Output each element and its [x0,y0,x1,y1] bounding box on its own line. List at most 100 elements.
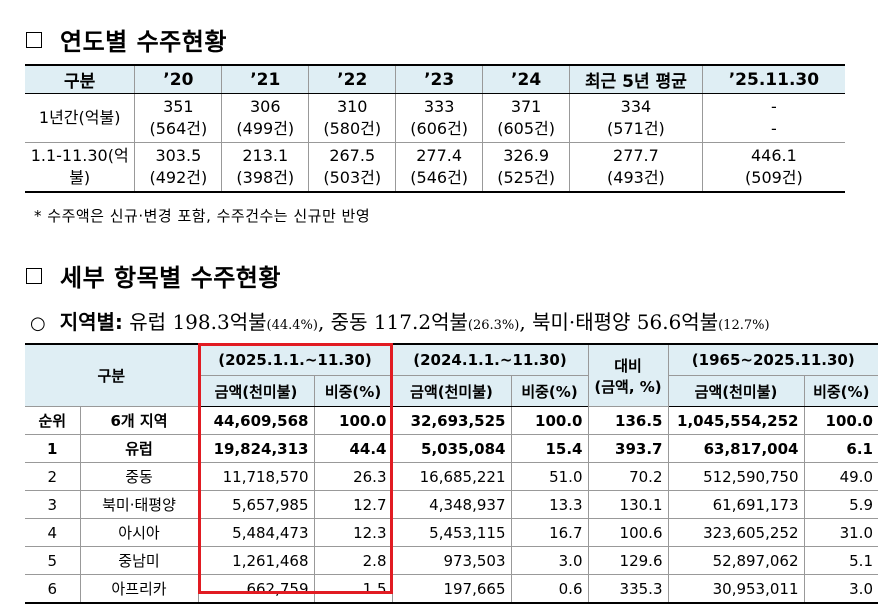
cell-count: (503건) [323,168,382,187]
table-cell: 351 (564건) [134,93,222,143]
cell-region: 중동 [79,462,198,491]
cell-amount-cumulative: 63,817,004 [667,434,804,463]
cell-region: 6개 지역 [79,406,198,435]
header-cell: ’24 [482,64,570,94]
cell-amount-cumulative: 323,605,252 [667,518,804,547]
cell-share-cumulative: 100.0 [803,406,878,435]
header-share: 비중(%) [313,375,392,407]
table-row: 4 아시아 5,484,473 12.3 5,453,115 16.7 100.6 323,6… [25,518,878,547]
cell-compare: 130.1 [587,490,668,519]
cell-count: (525건) [497,168,555,187]
separator: , [317,310,331,334]
header-compare-label: 대비 [614,356,642,375]
cell-share-cumulative: 5.1 [803,546,878,575]
cell-share-2024: 51.0 [510,462,588,491]
cell-amount-2025: 11,718,570 [197,462,314,491]
cell-share-2025: 12.7 [313,490,392,519]
cell-share-2025: 1.5 [313,574,392,604]
region-item-name: 북미·태평양 56.6억불 [532,310,719,334]
table-cell: 306 (499건) [221,93,309,143]
circle-bullet-icon: ○ [30,313,46,334]
table-row: 3 북미·태평양 5,657,985 12.7 4,348,937 13.3 130.1 61… [25,490,878,519]
cell-rank: 1 [25,434,80,463]
table-header-row: 구분 ’20 ’21 ’22 ’23 ’24 최근 5년 평균 ’25.11.3… [25,64,845,94]
cell-count: (606건) [410,119,469,138]
region-item-pct: (26.3%) [467,318,520,333]
table-row: 순위 6개 지역 44,609,568 100.0 32,693,525 100.0 136… [25,406,878,435]
section-title-text: 세부 항목별 수주현황 [60,264,281,292]
cell-amount: 333 [423,97,455,116]
table-row: 2 중동 11,718,570 26.3 16,685,221 51.0 70.2 512,5… [25,462,878,491]
header-period-2025: (2025.1.1.~11.30) [197,343,392,376]
region-item-name: 중동 117.2억불 [330,310,468,334]
header-period-cumulative: (1965~2025.11.30) [667,343,878,376]
cell-rank: 순위 [25,406,80,435]
region-orders-table: 구분 (2025.1.1.~11.30) (2024.1.1.~11.30) 대… [25,343,878,604]
cell-amount: 371 [510,97,542,116]
cell-share-2025: 26.3 [313,462,392,491]
row-label: 1년간(억불) [25,93,135,143]
header-compare-unit: (금액, %) [594,377,662,396]
cell-amount-cumulative: 512,590,750 [667,462,804,491]
cell-count: (564건) [149,119,208,138]
cell-amount-2024: 4,348,937 [391,490,511,519]
checkbox-square-icon [26,31,42,48]
cell-count: (493건) [607,168,665,187]
header-period-2024: (2024.1.1.~11.30) [391,343,588,376]
table-row: 5 중남미 1,261,468 2.8 973,503 3.0 129.6 52,897,06… [25,546,878,575]
cell-rank: 6 [25,574,80,604]
header-cell: ’25.11.30 [701,64,845,94]
cell-count: (546건) [410,168,469,187]
cell-amount: - [771,97,777,116]
cell-count: (509건) [745,168,803,187]
table-cell: 267.5 (503건) [308,142,396,193]
header-cell: ’21 [221,64,309,94]
cell-amount-2025: 1,261,468 [197,546,314,575]
cell-amount-2025: 5,484,473 [197,518,314,547]
table-cell: 371 (605건) [482,93,570,143]
region-item-pct: (12.7%) [718,318,770,333]
cell-region: 아프리카 [79,574,198,604]
cell-amount-2025: 44,609,568 [197,406,314,435]
table-cell: 277.7 (493건) [569,142,703,193]
cell-compare: 136.5 [587,406,668,435]
section-title-yearly: 연도별 수주현황 [26,22,227,57]
cell-amount-cumulative: 30,953,011 [667,574,804,604]
table-row: 1.1-11.30(억불) 303.5 (492건) 213.1 (398건) 267.5… [25,142,845,193]
table-row: 1 유럽 19,824,313 44.4 5,035,084 15.4 393.7 63,81… [25,434,878,463]
header-cell: 최근 5년 평균 [569,64,703,94]
cell-amount: 277.4 [416,146,463,165]
cell-amount-2024: 973,503 [391,546,511,575]
region-item: 유럽 198.3억불(44.4%), [129,310,330,334]
table-row: 1년간(억불) 351 (564건) 306 (499건) 310 (580건) 333 (60… [25,93,845,143]
cell-rank: 2 [25,462,80,491]
region-item: 북미·태평양 56.6억불(12.7%) [532,310,770,334]
cell-share-cumulative: 5.9 [803,490,878,519]
separator: , [519,310,533,334]
table-cell: 310 (580건) [308,93,396,143]
cell-compare: 70.2 [587,462,668,491]
cell-share-2025: 12.3 [313,518,392,547]
cell-count: - [771,119,777,138]
section-title-detail: 세부 항목별 수주현황 [26,258,281,293]
cell-amount: 326.9 [503,146,549,165]
cell-compare: 100.6 [587,518,668,547]
cell-count: (571건) [607,119,665,138]
cell-amount: 351 [163,97,194,116]
cell-share-2025: 100.0 [313,406,392,435]
table-cell: 326.9 (525건) [482,142,570,193]
cell-region: 아시아 [79,518,198,547]
cell-count: (580건) [323,119,382,138]
region-summary: ○ 지역별: 유럽 198.3억불(44.4%), 중동 117.2억불(26.3… [30,306,770,335]
cell-amount-cumulative: 61,691,173 [667,490,804,519]
cell-region: 유럽 [79,434,198,463]
table-cell: 303.5 (492건) [134,142,222,193]
cell-amount: 303.5 [155,146,202,165]
cell-count: (499건) [236,119,295,138]
region-item-pct: (44.4%) [266,318,318,333]
table-cell: 334 (571건) [569,93,703,143]
table-header-row: 구분 (2025.1.1.~11.30) (2024.1.1.~11.30) 대… [25,343,878,407]
cell-share-2024: 13.3 [510,490,588,519]
cell-share-cumulative: 6.1 [803,434,878,463]
cell-amount-2024: 32,693,525 [391,406,511,435]
